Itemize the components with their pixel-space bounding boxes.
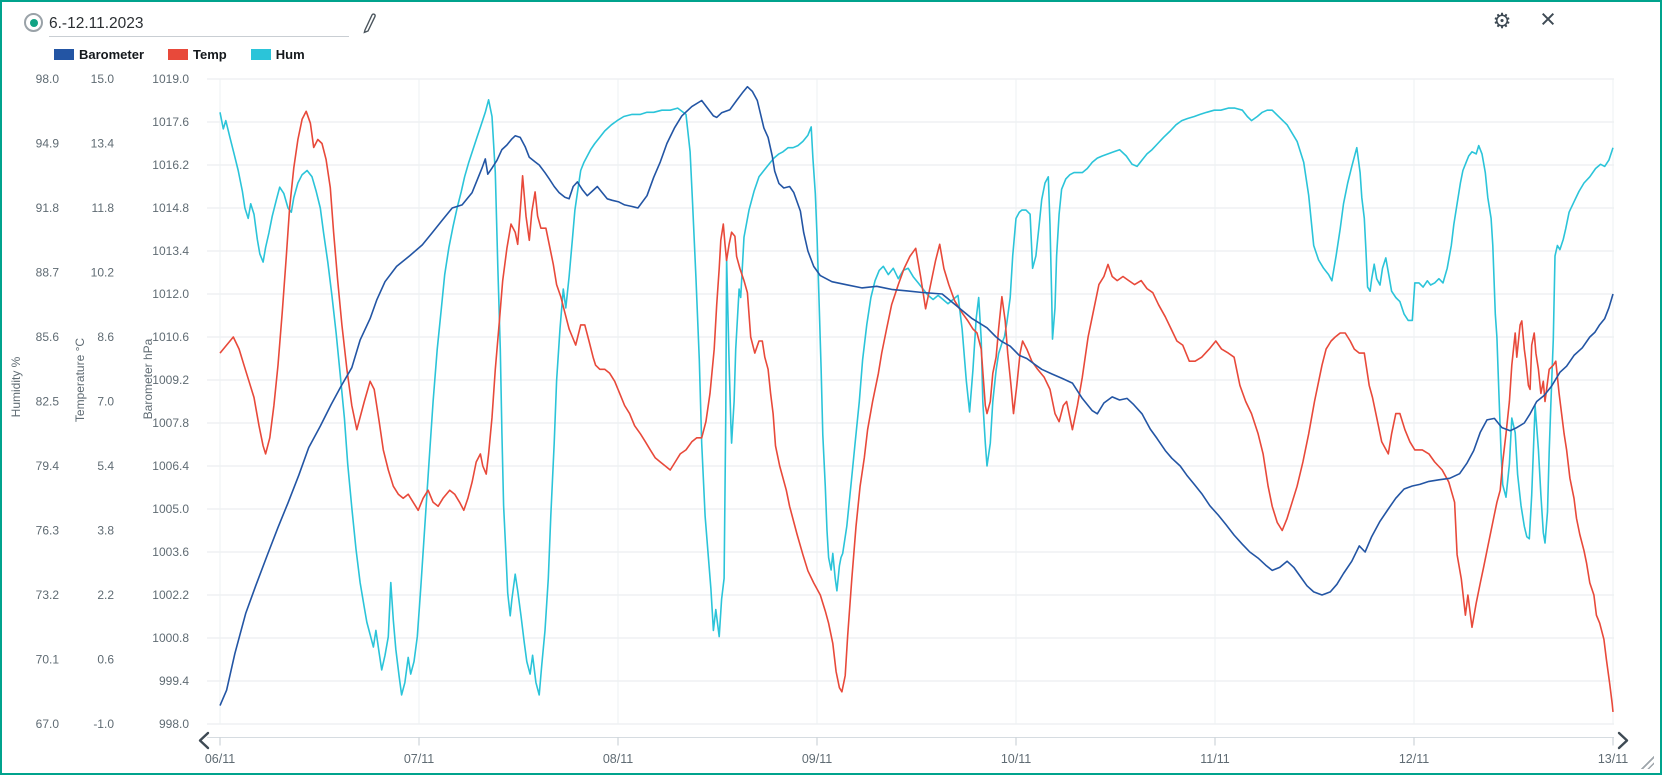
chart-legend: Barometer Temp Hum — [54, 47, 305, 62]
svg-text:5.4: 5.4 — [97, 459, 114, 473]
svg-text:999.4: 999.4 — [159, 674, 189, 688]
svg-text:Temperature °C: Temperature °C — [73, 338, 87, 422]
svg-text:70.1: 70.1 — [36, 653, 60, 667]
svg-text:06/11: 06/11 — [205, 752, 235, 766]
series-line-hum — [219, 99, 1614, 696]
svg-text:Humidity %: Humidity % — [9, 356, 23, 417]
legend-item-barometer[interactable]: Barometer — [54, 47, 144, 62]
svg-text:11/11: 11/11 — [1200, 752, 1229, 766]
edit-pencil-icon[interactable] — [357, 11, 379, 35]
svg-text:08/11: 08/11 — [603, 752, 633, 766]
svg-text:-1.0: -1.0 — [93, 717, 114, 731]
svg-text:67.0: 67.0 — [36, 717, 60, 731]
svg-text:15.0: 15.0 — [91, 72, 115, 86]
svg-text:1014.8: 1014.8 — [152, 201, 189, 215]
next-page-chevron-icon[interactable] — [1612, 728, 1634, 754]
legend-label: Hum — [275, 47, 305, 62]
svg-text:998.0: 998.0 — [159, 717, 189, 731]
svg-text:13/11: 13/11 — [1598, 752, 1628, 766]
svg-text:1005.0: 1005.0 — [152, 502, 189, 516]
svg-text:7.0: 7.0 — [97, 395, 114, 409]
legend-swatch — [250, 49, 271, 60]
gear-icon[interactable]: ⚙ — [1492, 10, 1512, 33]
svg-text:1006.4: 1006.4 — [152, 459, 189, 473]
svg-text:76.3: 76.3 — [36, 524, 60, 538]
legend-label: Barometer — [79, 47, 145, 62]
svg-text:98.0: 98.0 — [36, 72, 60, 86]
svg-text:1000.8: 1000.8 — [152, 631, 189, 645]
close-icon[interactable]: × — [1540, 4, 1556, 34]
svg-text:1002.2: 1002.2 — [152, 588, 189, 602]
sensor-radio-icon[interactable] — [24, 13, 43, 32]
legend-item-temp[interactable]: Temp — [168, 47, 227, 62]
svg-text:1012.0: 1012.0 — [152, 287, 189, 301]
svg-text:1017.6: 1017.6 — [152, 115, 189, 129]
svg-text:3.8: 3.8 — [97, 524, 114, 538]
series-line-temp — [219, 110, 1614, 712]
svg-text:1010.6: 1010.6 — [152, 330, 189, 344]
axis-labels: 98.0 94.9 91.8 88.7 85.6 82.5 79.4 76.3 73.2 70.1… — [9, 72, 1628, 766]
svg-text:2.2: 2.2 — [97, 588, 114, 602]
svg-text:79.4: 79.4 — [36, 459, 60, 473]
legend-label: Temp — [193, 47, 227, 62]
svg-text:8.6: 8.6 — [97, 330, 114, 344]
svg-text:09/11: 09/11 — [802, 752, 832, 766]
svg-text:10.2: 10.2 — [91, 266, 115, 280]
svg-text:88.7: 88.7 — [36, 266, 60, 280]
grid-lines — [207, 78, 1614, 725]
svg-text:12/11: 12/11 — [1399, 752, 1429, 766]
svg-text:1019.0: 1019.0 — [152, 72, 189, 86]
svg-text:Barometer hPa: Barometer hPa — [141, 338, 155, 419]
svg-text:82.5: 82.5 — [36, 395, 60, 409]
svg-text:10/11: 10/11 — [1001, 752, 1031, 766]
date-range-input[interactable] — [49, 12, 349, 37]
radio-dot — [29, 18, 38, 27]
widget-header: ⚙ × — [2, 2, 1660, 44]
svg-text:1003.6: 1003.6 — [152, 545, 189, 559]
svg-text:1007.8: 1007.8 — [152, 416, 189, 430]
svg-text:0.6: 0.6 — [97, 653, 114, 667]
legend-swatch — [54, 49, 74, 60]
prev-page-chevron-icon[interactable] — [194, 728, 216, 754]
svg-text:1016.2: 1016.2 — [152, 158, 189, 172]
svg-text:94.9: 94.9 — [36, 137, 60, 151]
svg-text:1013.4: 1013.4 — [152, 244, 189, 258]
svg-text:13.4: 13.4 — [91, 137, 115, 151]
svg-text:11.8: 11.8 — [92, 201, 115, 215]
series-line-barometer — [219, 85, 1614, 706]
svg-text:85.6: 85.6 — [36, 330, 60, 344]
svg-text:07/11: 07/11 — [404, 752, 434, 766]
chart-plot-area[interactable] — [219, 85, 1614, 712]
svg-text:73.2: 73.2 — [36, 588, 60, 602]
svg-text:1009.2: 1009.2 — [152, 373, 189, 387]
legend-item-hum[interactable]: Hum — [250, 47, 305, 62]
legend-swatch — [168, 49, 189, 60]
svg-text:91.8: 91.8 — [36, 201, 60, 215]
